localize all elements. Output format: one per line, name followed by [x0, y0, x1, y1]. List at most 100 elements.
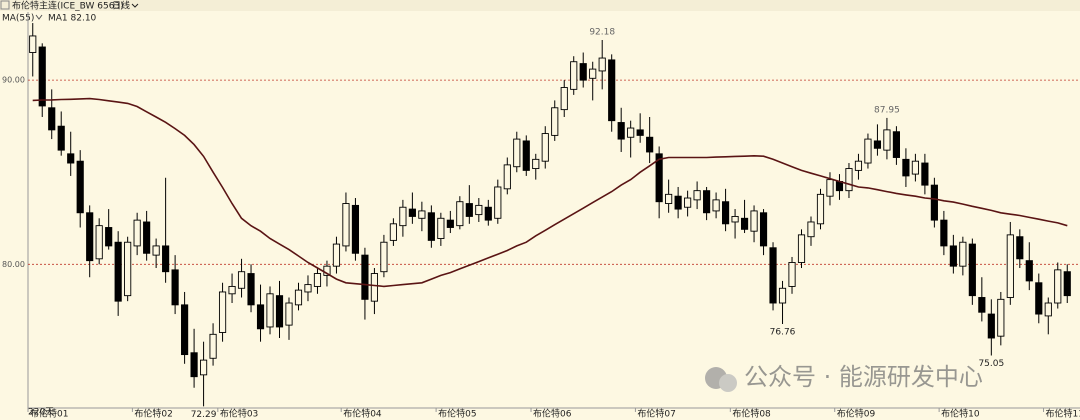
x-tick-label: 布伦特05 — [438, 408, 476, 420]
period[interactable]: 日线 — [112, 0, 130, 12]
ma-legend: MA1 82.10 — [48, 14, 97, 24]
x-tick-label: 布伦特01 — [30, 408, 68, 420]
candle-body — [892, 131, 901, 158]
candle-body — [133, 219, 141, 247]
candle-body — [949, 245, 957, 267]
candle-body — [247, 273, 255, 306]
candle-body — [769, 247, 777, 304]
candle-body — [418, 210, 426, 219]
icon — [0, 0, 10, 10]
candle-body — [627, 127, 635, 138]
candle-body — [114, 241, 122, 302]
candle-body — [1054, 269, 1062, 304]
candle-body — [712, 199, 720, 212]
candle-body — [475, 204, 483, 216]
candle-body — [750, 210, 758, 232]
candle-body — [29, 35, 37, 53]
candle-body — [987, 313, 995, 339]
candle-body — [978, 297, 986, 313]
candle-body — [332, 243, 341, 267]
candle-body — [845, 168, 853, 192]
candle-body — [304, 284, 312, 293]
candle-body — [67, 153, 75, 164]
candle-body — [589, 68, 597, 79]
candle-body — [797, 234, 806, 263]
candle-body — [1035, 282, 1043, 315]
header-bar — [0, 0, 1080, 11]
candle-body — [38, 46, 46, 107]
candle-body — [209, 333, 217, 359]
candle-body — [816, 193, 825, 225]
watermark-text: 公众号 · 能源研发中心 — [744, 363, 983, 391]
candle-body — [57, 125, 65, 151]
candle-body — [560, 87, 568, 111]
dropdown-arrow[interactable] — [131, 3, 139, 8]
candle-body — [294, 289, 303, 306]
candle-body — [456, 201, 464, 227]
candle-body — [598, 57, 606, 72]
candle-body — [826, 179, 834, 197]
candle-body — [218, 291, 227, 333]
candle-body — [465, 203, 473, 217]
chart-title: 布伦特主连(ICE_BW 6563) — [12, 0, 124, 12]
candle-body — [1063, 271, 1071, 297]
candle-body — [86, 212, 94, 262]
candle-body — [48, 107, 56, 131]
candle-body — [171, 269, 179, 306]
candle-body — [883, 129, 891, 151]
candle-body — [484, 206, 492, 221]
candle-body — [1044, 302, 1052, 317]
candle-body — [503, 164, 511, 190]
candle-body — [446, 219, 454, 228]
watermark: 公众号 · 能源研发中心 — [705, 363, 983, 392]
candle-body — [703, 190, 711, 214]
price-annotation: 92.18 — [589, 27, 615, 37]
candle-body — [124, 241, 132, 297]
candle-body — [256, 304, 265, 330]
candle-body — [1006, 234, 1014, 298]
candle-body — [266, 293, 274, 328]
price-annotation: 87.95 — [874, 105, 900, 115]
candle-body — [162, 245, 170, 273]
candle-body — [636, 129, 644, 136]
x-tick-label: 布伦特06 — [533, 408, 572, 420]
candle-body — [380, 241, 388, 273]
candle-body — [370, 273, 379, 302]
candle-body — [76, 160, 84, 214]
candle-body — [788, 262, 796, 287]
candle-body — [95, 225, 103, 260]
candle-body — [570, 61, 578, 90]
candle-body — [437, 217, 445, 239]
x-tick-label: 布伦特02 — [134, 408, 172, 420]
candle-body — [152, 245, 160, 256]
candle-body — [731, 215, 739, 223]
price-annotation: 75.05 — [978, 359, 1004, 369]
candle-body — [968, 243, 976, 297]
price-annotation: 76.76 — [770, 328, 796, 338]
candle-body — [181, 304, 189, 356]
indicator-arrow[interactable] — [35, 14, 43, 20]
candle-body — [351, 204, 360, 254]
x-tick-label: 布伦特11 — [1046, 408, 1080, 420]
y-tick-label: 80.00 — [2, 260, 25, 269]
x-tick-label: 布伦特04 — [343, 408, 382, 420]
ma-line — [32, 97, 1068, 288]
candle-body — [911, 160, 919, 175]
candle-body — [541, 133, 549, 162]
candle-body — [105, 227, 113, 247]
candle-body — [873, 140, 882, 149]
day-count: 220天 — [28, 408, 54, 418]
candle-body — [997, 298, 1005, 337]
candle-body — [190, 352, 198, 378]
candle-body — [532, 158, 540, 170]
candle-body — [389, 223, 397, 241]
candle-body — [940, 219, 948, 247]
candle-body — [342, 203, 350, 247]
candle-body — [513, 138, 521, 168]
watermark-icon — [719, 374, 737, 392]
candle-body — [285, 302, 293, 326]
candle-body — [684, 197, 692, 208]
x-tick-label: 布伦特10 — [941, 408, 980, 420]
